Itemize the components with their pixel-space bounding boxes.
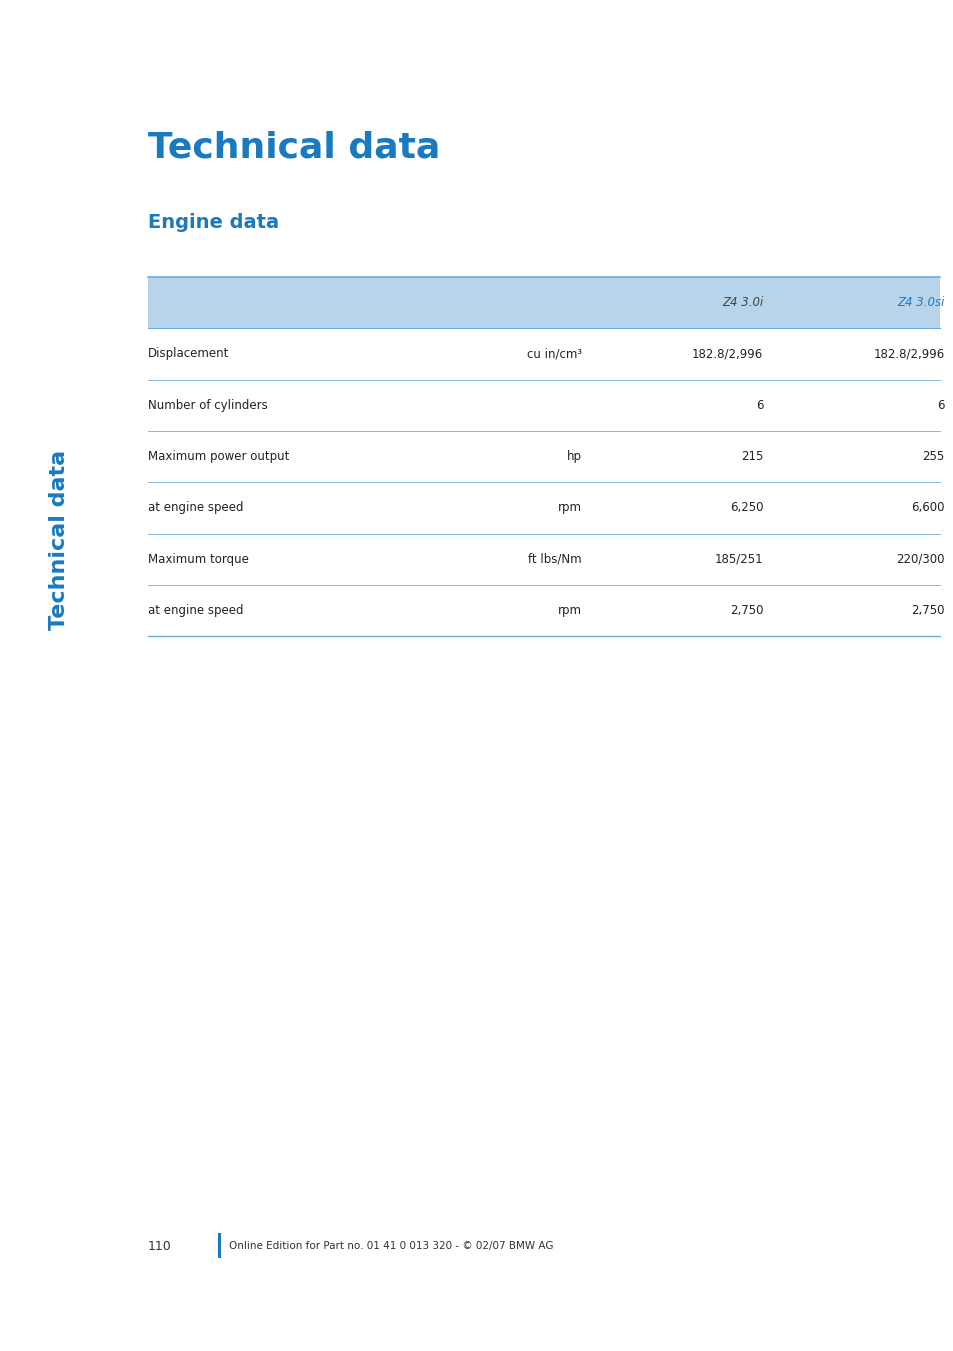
Text: Engine data: Engine data [148, 213, 278, 232]
Text: 6: 6 [755, 399, 762, 412]
Text: Displacement: Displacement [148, 347, 229, 361]
Text: 110: 110 [148, 1240, 172, 1254]
Text: rpm: rpm [558, 604, 581, 617]
Text: 6,600: 6,600 [910, 501, 943, 515]
Text: 6,250: 6,250 [729, 501, 762, 515]
Text: Technical data: Technical data [50, 450, 69, 631]
Text: Maximum power output: Maximum power output [148, 450, 289, 463]
Text: 6: 6 [936, 399, 943, 412]
Text: ft lbs/Nm: ft lbs/Nm [528, 553, 581, 566]
Text: 255: 255 [922, 450, 943, 463]
Text: Technical data: Technical data [148, 131, 439, 165]
Bar [148, 277, 939, 328]
Text: rpm: rpm [558, 501, 581, 515]
Text: Z4 3.0i: Z4 3.0i [721, 296, 762, 309]
Text: Online Edition for Part no. 01 41 0 013 320 - © 02/07 BMW AG: Online Edition for Part no. 01 41 0 013 … [229, 1240, 553, 1251]
Text: at engine speed: at engine speed [148, 501, 243, 515]
Text: cu in/cm³: cu in/cm³ [526, 347, 581, 361]
Text: 215: 215 [740, 450, 762, 463]
Text: 2,750: 2,750 [910, 604, 943, 617]
Text: 220/300: 220/300 [895, 553, 943, 566]
Text: 185/251: 185/251 [714, 553, 762, 566]
Bar [217, 1233, 221, 1258]
Text: 182.8/2,996: 182.8/2,996 [872, 347, 943, 361]
Text: Maximum torque: Maximum torque [148, 553, 249, 566]
Text: Number of cylinders: Number of cylinders [148, 399, 268, 412]
Text: hp: hp [566, 450, 581, 463]
Text: 2,750: 2,750 [729, 604, 762, 617]
Text: Z4 3.0si: Z4 3.0si [896, 296, 943, 309]
Text: at engine speed: at engine speed [148, 604, 243, 617]
Text: 182.8/2,996: 182.8/2,996 [691, 347, 762, 361]
